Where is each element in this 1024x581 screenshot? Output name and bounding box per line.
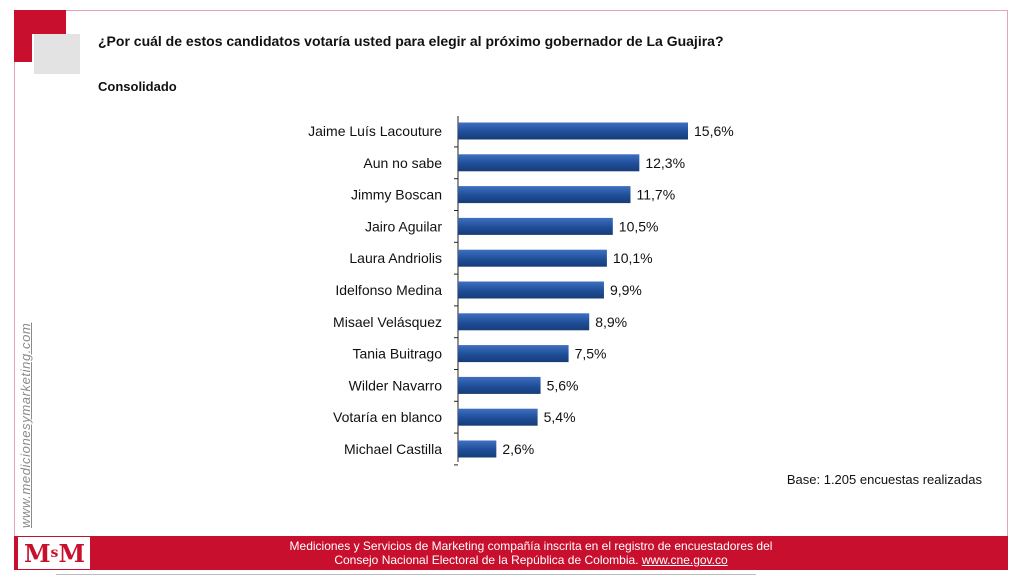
bar	[458, 281, 604, 299]
value-label: 12,3%	[645, 155, 685, 171]
category-label: Jimmy Boscan	[351, 187, 442, 203]
footer-bar: Mediciones y Servicios de Marketing comp…	[14, 536, 1008, 570]
bar	[458, 440, 497, 458]
logo-letter-s: s	[50, 545, 59, 561]
bar	[458, 154, 640, 172]
category-label: Laura Andriolis	[349, 250, 442, 266]
value-label: 5,6%	[547, 377, 579, 393]
bar	[458, 249, 607, 267]
footer-line-2: Consejo Nacional Electoral de la Repúbli…	[14, 553, 1008, 567]
value-label: 9,9%	[610, 282, 642, 298]
value-label: 10,5%	[619, 218, 659, 234]
category-label: Michael Castilla	[344, 441, 442, 457]
corner-accent-red-vertical	[14, 10, 32, 62]
chart-subtitle: Consolidado	[98, 79, 177, 94]
bar	[458, 217, 613, 235]
category-label: Jaime Luís Lacouture	[308, 123, 442, 139]
corner-accent-gray	[34, 34, 80, 74]
category-label: Aun no sabe	[363, 155, 442, 171]
bar	[458, 345, 569, 363]
bar	[458, 313, 590, 331]
value-label: 7,5%	[575, 346, 607, 362]
survey-question: ¿Por cuál de estos candidatos votaría us…	[98, 33, 724, 49]
logo-letter-m2: M	[58, 538, 85, 568]
value-label: 5,4%	[544, 409, 576, 425]
category-label: Misael Velásquez	[333, 314, 442, 330]
bar	[458, 186, 631, 204]
footer-line-1: Mediciones y Servicios de Marketing comp…	[289, 539, 773, 553]
bar	[458, 376, 541, 394]
category-label: Jairo Aguilar	[365, 218, 442, 234]
logo-letter-m1: M	[23, 538, 51, 568]
cne-link[interactable]: www.cne.gov.co	[641, 553, 728, 567]
bar	[458, 408, 538, 426]
value-label: 2,6%	[502, 441, 534, 457]
value-label: 10,1%	[613, 250, 653, 266]
footer-line-2-text: Consejo Nacional Electoral de la Repúbli…	[334, 553, 642, 567]
category-label: Wilder Navarro	[349, 377, 443, 393]
category-label: Tania Buitrago	[352, 346, 442, 362]
value-label: 8,9%	[595, 314, 627, 330]
bottom-divider	[56, 574, 756, 581]
sample-base-note: Base: 1.205 encuestas realizadas	[786, 472, 982, 487]
bar	[458, 122, 688, 140]
value-label: 15,6%	[694, 123, 734, 139]
category-label: Idelfonso Medina	[335, 282, 442, 298]
category-label: Votaría en blanco	[333, 409, 442, 425]
value-label: 11,7%	[637, 187, 676, 203]
